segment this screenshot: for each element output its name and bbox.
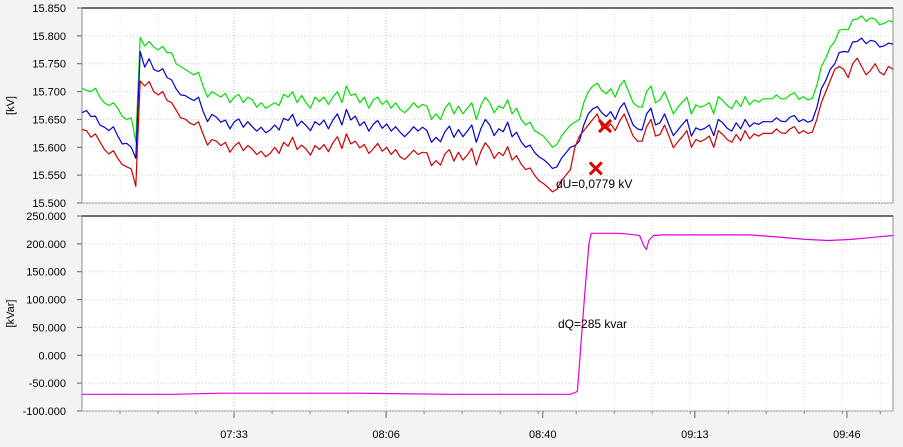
x-tick-label: 08:06 [372,429,400,441]
y-tick-label: 100.000 [26,295,66,307]
y-tick-label: 15.550 [32,170,66,182]
cross-marker [597,119,613,134]
x-tick-label: 08:40 [529,429,557,441]
y-tick-label: 15.850 [32,3,66,15]
voltage-annotation: dU=0,0779 kV [556,177,632,191]
reactive-power-plot: 250.000 200.000 150.000 100.000 50.000 0.000 -… [5,211,894,418]
cross-marker [588,161,603,176]
voltage-series-2-line [81,57,894,193]
y-tick-label: -50.000 [29,378,66,390]
y-axis-label: [kVar] [5,300,17,328]
time-axis: 07:33 08:06 08:40 09:13 09:46 [119,411,881,441]
y-tick-label: 15.800 [32,31,66,43]
x-tick-label: 07:33 [220,429,248,441]
y-tick-label: 150.000 [26,267,66,279]
y-tick-label: 15.650 [32,114,66,126]
voltage-plot-area [81,7,894,204]
y-tick-label: 15.700 [32,87,66,99]
voltage-series-0-line [81,15,894,148]
y-tick-label: 0.000 [38,350,66,362]
y-tick-label: -100.000 [23,406,66,418]
reactive-power-series-0-line [82,232,894,395]
y-tick-label: 250.000 [26,211,66,223]
y-tick-label: 15.500 [32,198,66,210]
y-axis-label: [kV] [5,96,17,115]
y-tick-label: 15.750 [32,59,66,71]
y-tick-label: 200.000 [26,239,66,251]
voltage-plot: 15.850 15.800 15.750 15.700 15.650 15.600 15.5… [5,3,894,210]
y-tick-label: 50.000 [32,322,66,334]
y-tick-label: 15.600 [32,142,66,154]
x-tick-label: 09:46 [833,429,861,441]
reactive-power-annotation: dQ=285 kvar [558,317,627,331]
voltage-series-1-line [81,37,894,170]
x-tick-label: 09:13 [681,429,709,441]
reactive-power-plot-area [81,215,894,412]
